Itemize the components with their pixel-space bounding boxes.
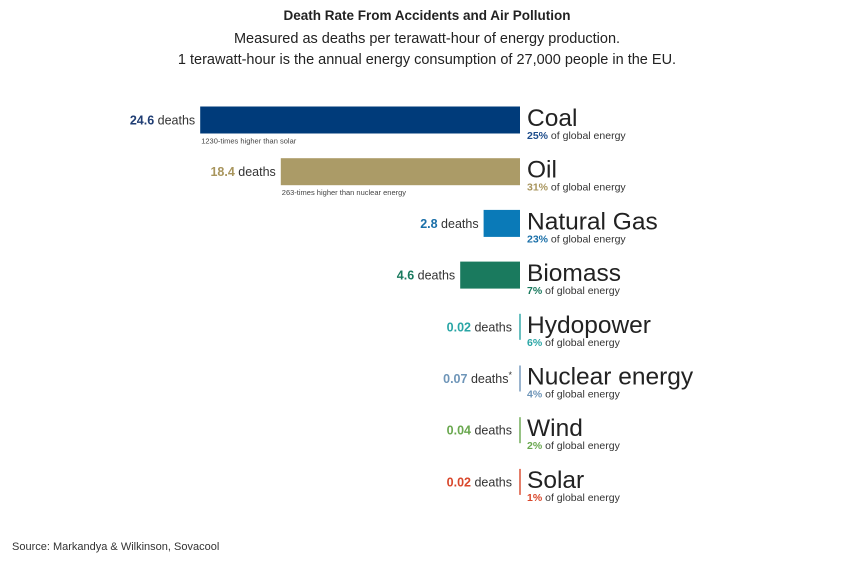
note-oil: 263-times higher than nuclear energy [282,188,406,197]
value-label-hydopower: 0.02 deaths [447,320,512,334]
bar-biomass [460,261,520,289]
share-label-hydopower: 6% of global energy [527,337,621,349]
share-label-biomass: 7% of global energy [527,285,621,297]
category-label-oil: Oil [527,157,557,184]
share-label-natural-gas: 23% of global energy [527,233,626,245]
value-label-natural-gas: 2.8 deaths [420,217,478,231]
category-label-nuclear-energy: Nuclear energy [527,364,694,391]
category-label-wind: Wind [527,415,583,442]
value-label-biomass: 4.6 deaths [397,269,455,283]
value-label-solar: 0.02 deaths [447,475,512,489]
value-label-nuclear-energy: 0.07 deaths* [443,370,512,386]
category-label-hydopower: Hydopower [527,312,651,339]
category-label-natural-gas: Natural Gas [527,208,658,235]
bar-coal [200,106,520,134]
share-label-nuclear-energy: 4% of global energy [527,389,621,401]
chart-subtitle-line-2: 1 terawatt-hour is the annual energy con… [177,52,677,68]
category-label-biomass: Biomass [527,260,621,287]
share-label-oil: 31% of global energy [527,182,626,194]
category-label-coal: Coal [527,105,577,132]
chart-title: Death Rate From Accidents and Air Pollut… [283,8,571,23]
value-label-oil: 18.4 deaths [210,165,275,179]
category-label-solar: Solar [527,467,584,494]
value-label-coal: 24.6 deaths [130,114,195,128]
chart-subtitle-line-1: Measured as deaths per terawatt-hour of … [233,31,621,47]
bar-natural-gas [483,209,520,237]
bar-oil [280,158,520,186]
share-label-coal: 25% of global energy [527,130,626,142]
share-label-wind: 2% of global energy [527,440,621,452]
note-coal: 1230-times higher than solar [201,137,297,146]
source-note: Source: Markandya & Wilkinson, Sovacool [12,541,220,553]
value-label-wind: 0.04 deaths [447,424,512,438]
share-label-solar: 1% of global energy [527,492,621,504]
